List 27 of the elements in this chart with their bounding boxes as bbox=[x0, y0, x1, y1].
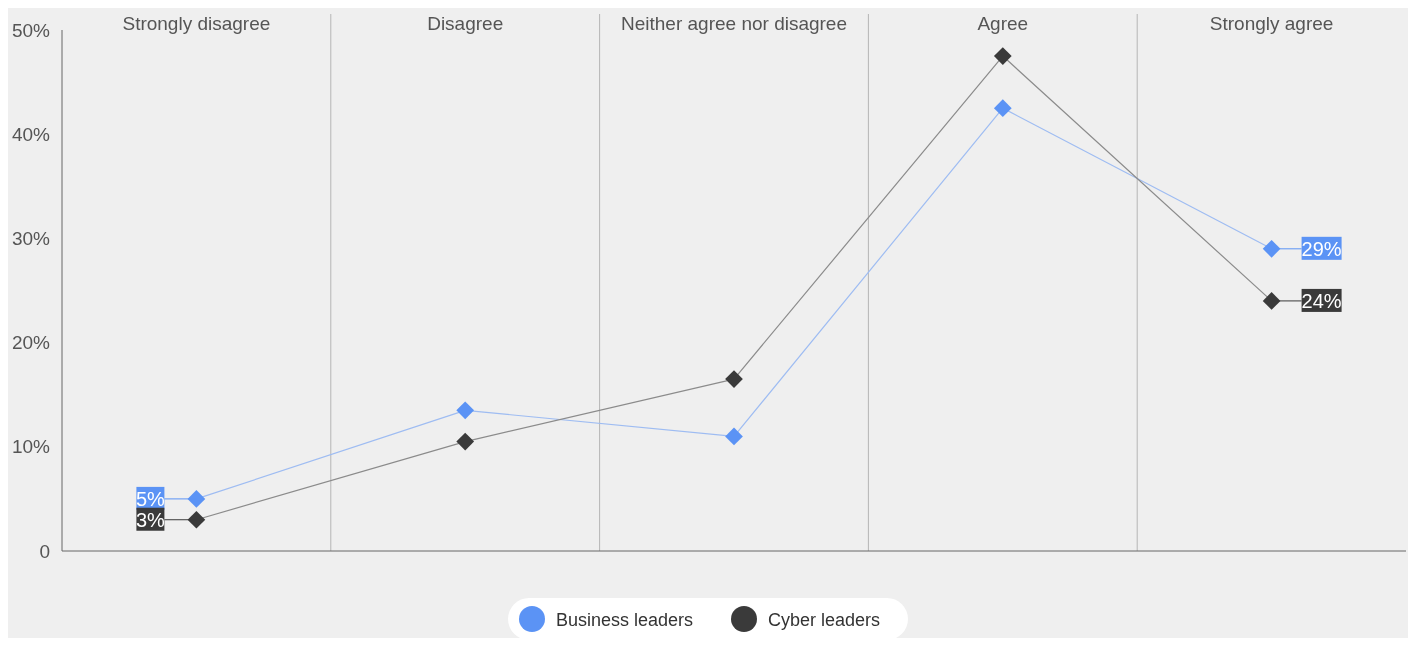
point bbox=[993, 99, 1012, 118]
y-tick-label: 10% bbox=[11, 436, 51, 458]
point bbox=[725, 370, 743, 388]
point bbox=[993, 47, 1012, 65]
point bbox=[187, 490, 206, 508]
point bbox=[1262, 239, 1281, 258]
legend-label: Cyber leaders bbox=[768, 610, 881, 630]
x-tick-label: Strongly agree bbox=[1209, 13, 1334, 34]
y-tick-label: 0 bbox=[39, 540, 50, 562]
point bbox=[187, 510, 206, 529]
point bbox=[456, 401, 475, 420]
point bbox=[456, 432, 475, 451]
x-tick-label: Strongly disagree bbox=[122, 13, 271, 34]
data-label: 24% bbox=[1301, 289, 1342, 312]
data-label: 29% bbox=[1301, 237, 1342, 260]
y-tick-label: 30% bbox=[11, 228, 51, 250]
y-tick-label: 40% bbox=[11, 123, 51, 145]
legend-label: Business leaders bbox=[556, 610, 694, 630]
data-label: 5% bbox=[135, 487, 166, 510]
y-tick-label: 50% bbox=[11, 19, 51, 41]
x-tick-label: Neither agree nor disagree bbox=[620, 13, 848, 34]
y-tick-label: 20% bbox=[11, 332, 51, 354]
point bbox=[1262, 292, 1281, 310]
x-tick-label: Disagree bbox=[427, 13, 504, 34]
x-tick-label: Agree bbox=[977, 13, 1029, 34]
data-label: 3% bbox=[135, 508, 166, 531]
point bbox=[725, 427, 743, 446]
